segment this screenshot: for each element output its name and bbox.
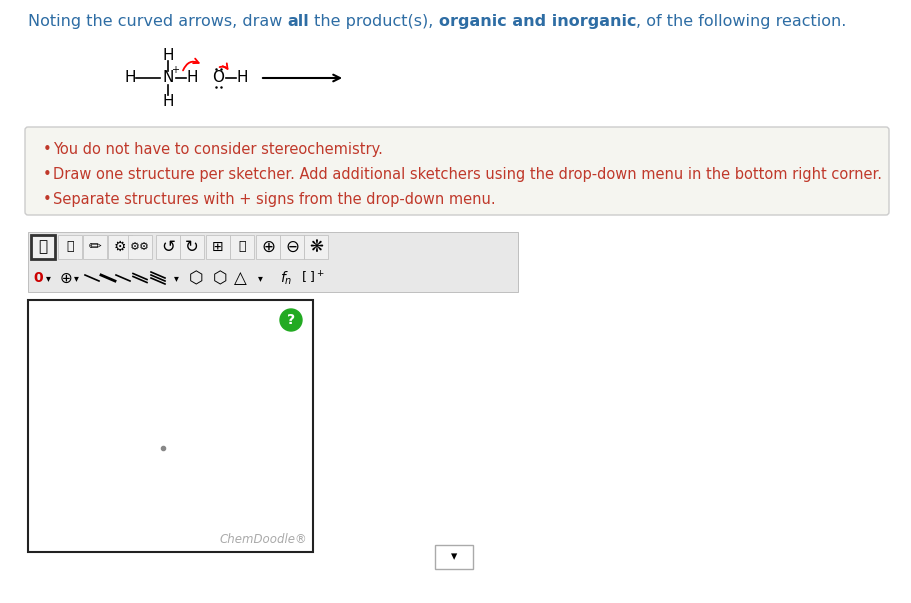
FancyBboxPatch shape (31, 235, 55, 259)
Text: ChemDoodle®: ChemDoodle® (220, 533, 307, 546)
Text: ⊞: ⊞ (212, 240, 224, 254)
Text: Noting the curved arrows, draw: Noting the curved arrows, draw (28, 14, 288, 29)
Text: ▾: ▾ (174, 273, 179, 283)
Text: all: all (288, 14, 309, 29)
FancyBboxPatch shape (128, 235, 152, 259)
Text: H: H (236, 71, 248, 86)
Text: •: • (43, 167, 52, 182)
Text: △: △ (233, 269, 246, 287)
Text: ▾: ▾ (258, 273, 262, 283)
Text: +: + (171, 65, 179, 75)
FancyBboxPatch shape (230, 235, 254, 259)
Text: 🧪: 🧪 (67, 241, 74, 253)
Text: [ ]$^+$: [ ]$^+$ (301, 270, 325, 286)
Text: ▾: ▾ (74, 273, 78, 283)
Text: ?: ? (287, 313, 295, 327)
Text: O: O (212, 71, 224, 86)
Text: ✏: ✏ (88, 239, 101, 254)
Text: Separate structures with + signs from the drop-down menu.: Separate structures with + signs from th… (53, 192, 496, 207)
FancyBboxPatch shape (83, 235, 107, 259)
Text: $\mathit{f}_n$: $\mathit{f}_n$ (280, 270, 292, 286)
Text: •: • (43, 142, 52, 157)
Circle shape (280, 309, 302, 331)
FancyBboxPatch shape (28, 300, 313, 552)
Text: N: N (162, 71, 174, 86)
Text: ❋: ❋ (309, 238, 322, 256)
Text: 📂: 📂 (239, 241, 246, 253)
FancyArrowPatch shape (183, 58, 199, 71)
Text: ▾: ▾ (451, 551, 457, 563)
Text: H: H (124, 71, 136, 86)
Text: ↻: ↻ (185, 238, 199, 256)
Text: ▾: ▾ (46, 273, 50, 283)
Text: the product(s),: the product(s), (309, 14, 439, 29)
Text: ⊕: ⊕ (59, 271, 72, 285)
FancyBboxPatch shape (58, 235, 82, 259)
FancyBboxPatch shape (435, 545, 473, 569)
Text: ⬡: ⬡ (189, 269, 203, 287)
FancyArrowPatch shape (220, 63, 228, 69)
Text: •: • (43, 192, 52, 207)
Text: 0: 0 (33, 271, 43, 285)
Text: ⚙: ⚙ (114, 240, 127, 254)
FancyBboxPatch shape (180, 235, 204, 259)
Text: organic and inorganic: organic and inorganic (439, 14, 636, 29)
Text: ⬡: ⬡ (213, 269, 227, 287)
FancyBboxPatch shape (304, 235, 328, 259)
FancyBboxPatch shape (206, 235, 230, 259)
Text: You do not have to consider stereochemistry.: You do not have to consider stereochemis… (53, 142, 383, 157)
Text: H: H (162, 93, 174, 109)
Text: ✋: ✋ (38, 239, 47, 254)
Text: ↺: ↺ (161, 238, 175, 256)
Text: ⚙⚙: ⚙⚙ (130, 242, 150, 252)
FancyBboxPatch shape (256, 235, 280, 259)
FancyBboxPatch shape (156, 235, 180, 259)
Text: H: H (162, 48, 174, 63)
Text: Draw one structure per sketcher. Add additional sketchers using the drop-down me: Draw one structure per sketcher. Add add… (53, 167, 882, 182)
FancyBboxPatch shape (280, 235, 304, 259)
FancyBboxPatch shape (25, 127, 889, 215)
FancyBboxPatch shape (28, 232, 518, 292)
Text: ⊖: ⊖ (285, 238, 299, 256)
FancyBboxPatch shape (108, 235, 132, 259)
Text: , of the following reaction.: , of the following reaction. (636, 14, 846, 29)
Text: H: H (186, 71, 198, 86)
Text: ⊕: ⊕ (261, 238, 275, 256)
